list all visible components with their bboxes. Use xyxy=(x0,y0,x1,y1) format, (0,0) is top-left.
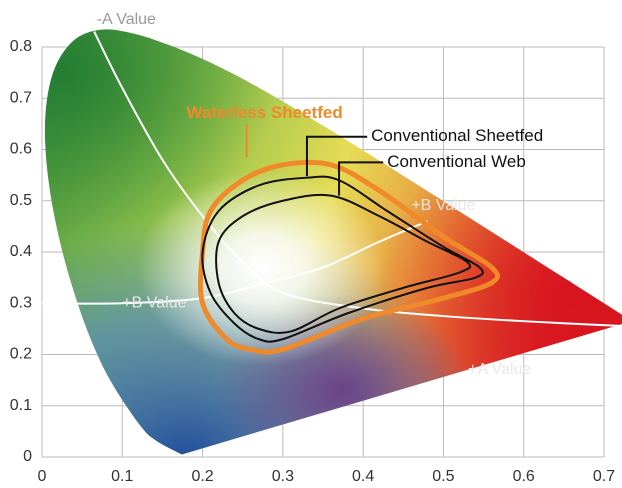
x-tick-label: 0.4 xyxy=(352,468,374,485)
annotation: +B Value xyxy=(122,294,186,311)
y-tick-label: 0.8 xyxy=(10,38,32,55)
series-label: Conventional Sheetfed xyxy=(371,126,543,145)
x-tick-label: 0.5 xyxy=(432,468,454,485)
y-tick-label: 0.5 xyxy=(10,192,32,209)
y-tick-label: 0 xyxy=(23,448,32,465)
x-tick-label: 0.1 xyxy=(111,468,133,485)
axis-curve xyxy=(93,31,622,328)
annotation: +B Value xyxy=(411,197,475,214)
y-tick-label: 0.2 xyxy=(10,346,32,363)
annotation: -A Value xyxy=(97,11,156,28)
series-label: Waterless Sheetfed xyxy=(187,103,343,122)
foreground: 0 0.1 0.2 0.3 0.4 0.5 0.6 0.7 0.8 0 0.1 0.2 0.3 0.4 0.… xyxy=(10,11,622,485)
y-tick-label: 0.7 xyxy=(10,89,32,106)
x-tick-label: 0.6 xyxy=(513,468,535,485)
x-tick-label: 0 xyxy=(38,468,47,485)
y-tick-label: 0.4 xyxy=(10,243,32,260)
gamut-outline xyxy=(201,175,484,343)
x-tick-label: 0.3 xyxy=(272,468,294,485)
gamut-outline xyxy=(215,193,472,334)
y-tick-label: 0.3 xyxy=(10,294,32,311)
annotation: +A Value xyxy=(468,361,531,378)
y-tick-label: 0.6 xyxy=(10,141,32,158)
leader-line xyxy=(338,161,384,196)
y-tick-label: 0.1 xyxy=(10,397,32,414)
axis-curve xyxy=(41,220,428,305)
series-label: Conventional Web xyxy=(387,152,526,171)
gamut-outline xyxy=(197,159,501,355)
x-tick-label: 0.7 xyxy=(593,468,615,485)
x-tick-label: 0.2 xyxy=(191,468,213,485)
leader-line xyxy=(305,135,368,177)
